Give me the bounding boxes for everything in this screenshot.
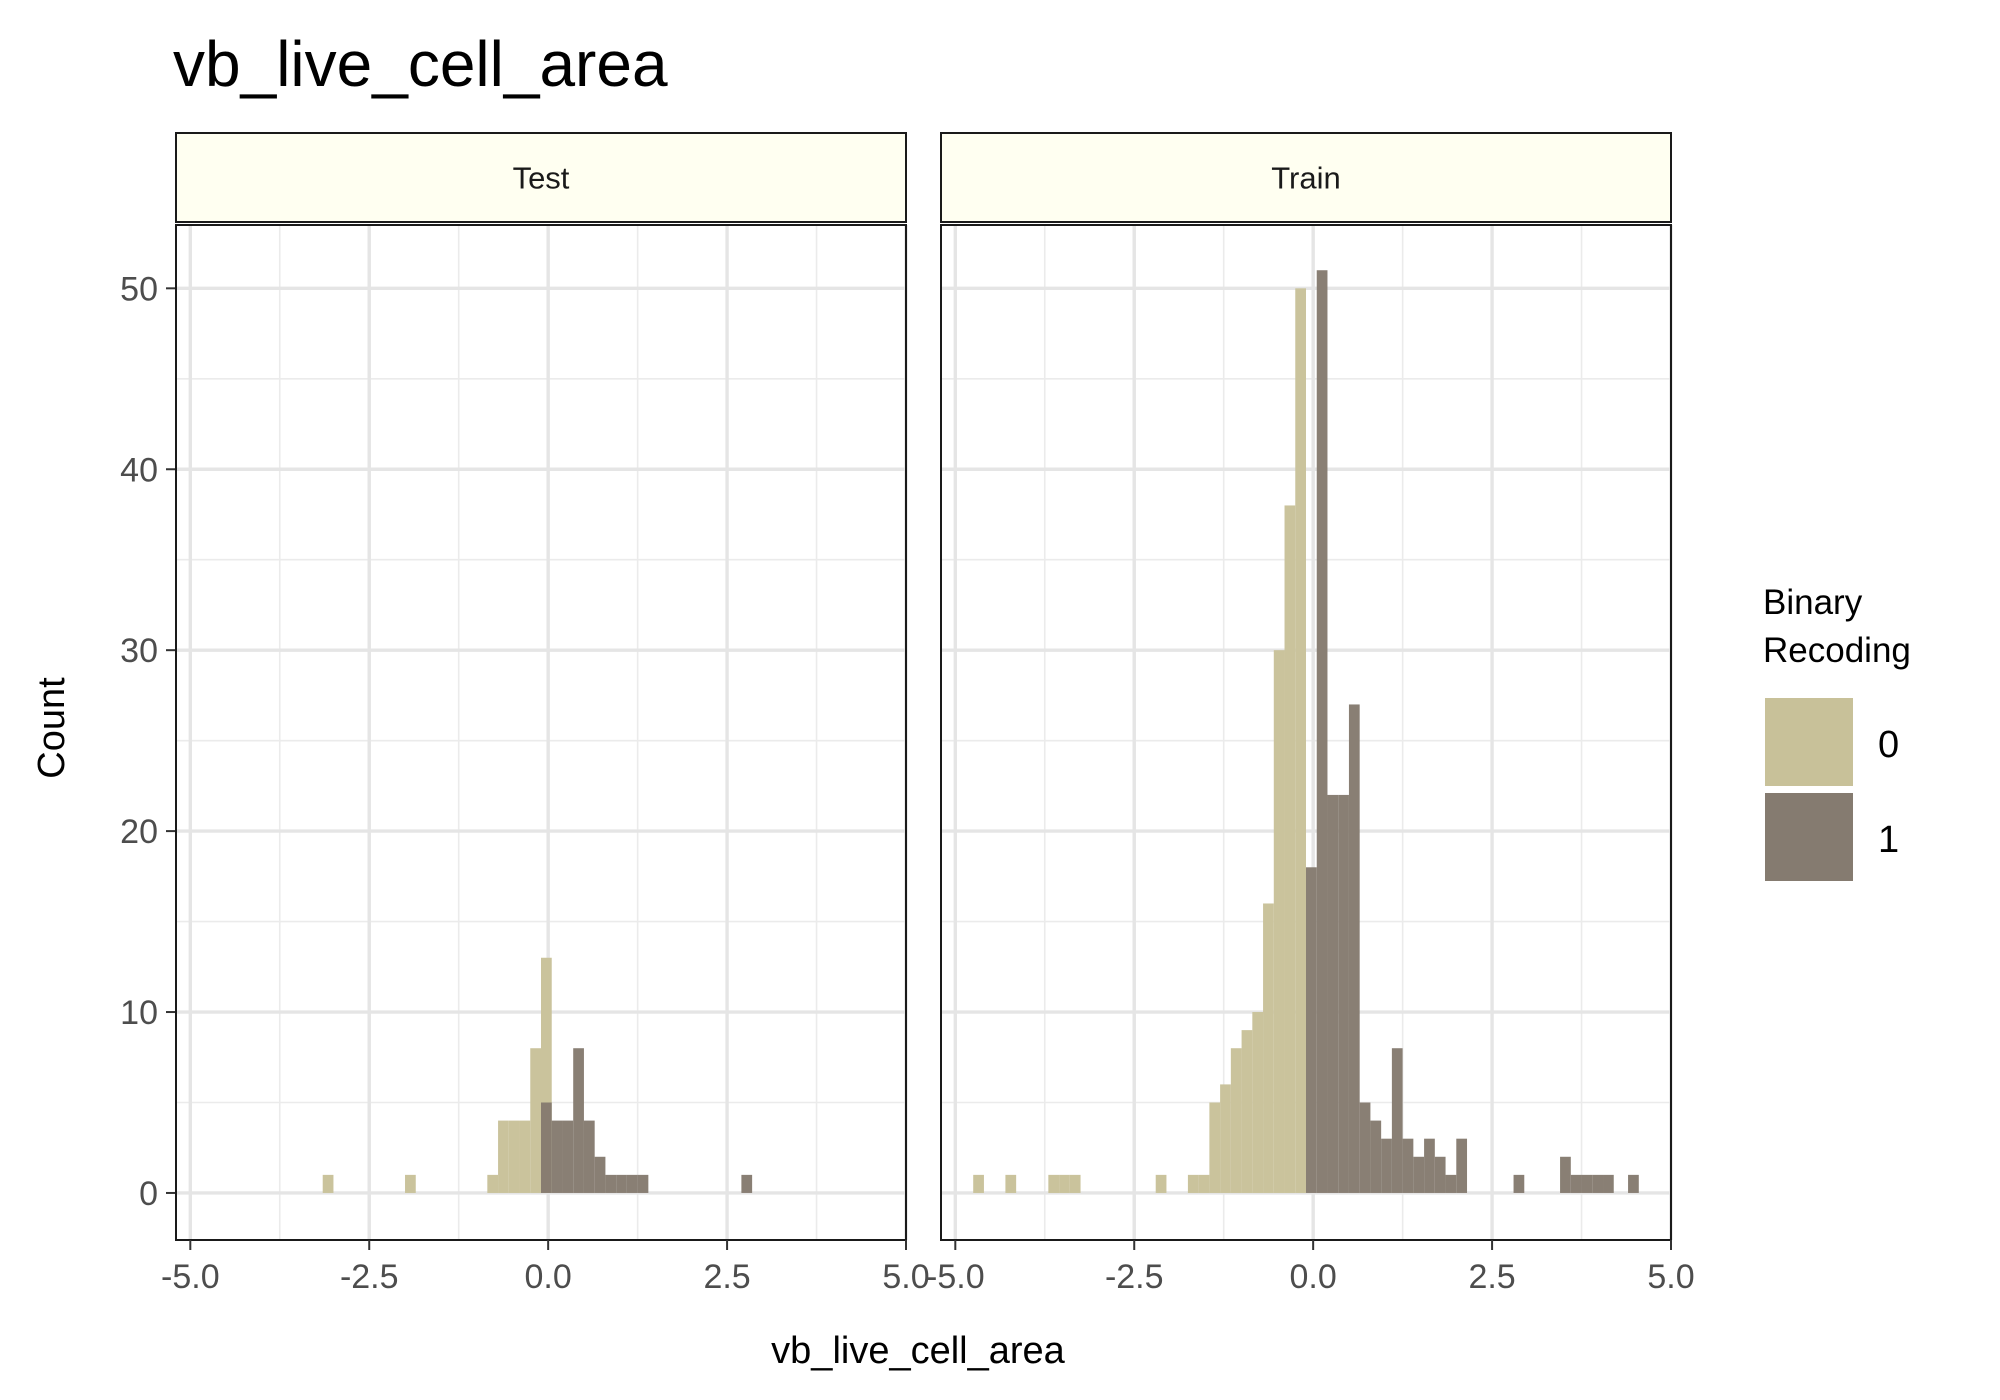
legend-label-1: 1 bbox=[1878, 819, 1899, 861]
histogram-bar-1 bbox=[1445, 1174, 1457, 1193]
histogram-bar-1 bbox=[1592, 1174, 1604, 1193]
histogram-bar-1 bbox=[1513, 1174, 1525, 1193]
y-tick-label: 30 bbox=[120, 632, 158, 670]
histogram-bar-1 bbox=[1628, 1174, 1639, 1193]
histogram-bar-1 bbox=[1560, 1156, 1571, 1193]
histogram-bar-0 bbox=[1220, 1084, 1231, 1193]
histogram-bar-1 bbox=[1413, 1156, 1425, 1193]
x-axis-title: vb_live_cell_area bbox=[771, 1330, 1065, 1372]
histogram-bar-0 bbox=[1048, 1174, 1060, 1193]
histogram-bar-0 bbox=[508, 1120, 520, 1193]
histogram-bar-1 bbox=[1316, 270, 1328, 1193]
chart-title: vb_live_cell_area bbox=[173, 28, 668, 100]
facet-panel-test: Test -5.0 -2.5 0.0 2.5 5.0 bbox=[161, 132, 930, 1296]
histogram-bar-1 bbox=[1402, 1138, 1414, 1193]
facet-panel-train: Train -5.0 -2.5 0.0 2.5 5.0 bbox=[926, 132, 1695, 1296]
histogram-bar-0 bbox=[1230, 1048, 1242, 1193]
histogram-bar-1 bbox=[1370, 1120, 1382, 1193]
histogram-bar-1 bbox=[616, 1174, 627, 1193]
histogram-bar-0 bbox=[1187, 1174, 1199, 1193]
histogram-bar-1 bbox=[1359, 1102, 1371, 1193]
x-tick-label: 2.5 bbox=[703, 1258, 750, 1296]
histogram-bar-1 bbox=[1570, 1174, 1582, 1193]
histogram-bar-1 bbox=[594, 1156, 606, 1193]
histogram-bar-0 bbox=[1155, 1174, 1167, 1193]
histogram-bar-1 bbox=[1603, 1174, 1614, 1193]
histogram-bar-1 bbox=[541, 1102, 552, 1193]
facet-strip-label: Test bbox=[513, 161, 570, 196]
histogram-bar-1 bbox=[605, 1174, 617, 1193]
y-tick-label: 50 bbox=[120, 270, 158, 308]
histogram-bar-0 bbox=[1069, 1174, 1081, 1193]
x-tick-label: -2.5 bbox=[1105, 1258, 1164, 1296]
x-tick-label: -2.5 bbox=[340, 1258, 399, 1296]
histogram-bar-1 bbox=[637, 1174, 649, 1193]
histogram-bar-1 bbox=[1381, 1138, 1392, 1193]
y-tick-label: 40 bbox=[120, 451, 158, 489]
y-tick-label: 20 bbox=[120, 813, 158, 851]
legend-key-0 bbox=[1765, 698, 1853, 786]
histogram-bar-1 bbox=[626, 1174, 638, 1193]
histogram-bar-1 bbox=[562, 1120, 574, 1193]
histogram-bar-0 bbox=[1198, 1174, 1210, 1193]
histogram-bar-0 bbox=[1241, 1030, 1253, 1193]
histogram-bar-1 bbox=[1424, 1138, 1435, 1193]
facet-strip-label: Train bbox=[1271, 161, 1340, 196]
histogram-bar-0 bbox=[1284, 505, 1296, 1193]
panel-border bbox=[940, 224, 1672, 1241]
histogram-bar-1 bbox=[741, 1174, 753, 1193]
histogram-bar-1 bbox=[551, 1120, 563, 1193]
histogram-bar-0 bbox=[1005, 1174, 1017, 1193]
x-tick-label: 5.0 bbox=[1647, 1258, 1694, 1296]
panel-border bbox=[175, 224, 907, 1241]
histogram-bar-0 bbox=[973, 1174, 984, 1193]
histogram-bar-0 bbox=[405, 1174, 416, 1193]
x-tick-label: 2.5 bbox=[1468, 1258, 1515, 1296]
y-axis-title: Count bbox=[31, 677, 73, 779]
x-tick-label: 0.0 bbox=[525, 1258, 572, 1296]
histogram-bar-0 bbox=[498, 1120, 509, 1193]
legend-label-0: 0 bbox=[1878, 724, 1899, 766]
histogram-bar-1 bbox=[1306, 867, 1317, 1193]
histogram-bar-1 bbox=[1348, 704, 1360, 1193]
histogram-bar-0 bbox=[1263, 903, 1274, 1193]
legend-key-1 bbox=[1765, 793, 1853, 881]
histogram-bar-0 bbox=[322, 1174, 334, 1193]
histogram-bar-0 bbox=[1209, 1102, 1221, 1193]
histogram-bar-0 bbox=[1252, 1012, 1264, 1193]
legend: Binary Recoding 0 1 bbox=[1763, 583, 1911, 881]
y-tick-label: 10 bbox=[120, 994, 158, 1032]
histogram-bar-1 bbox=[1391, 1048, 1403, 1193]
histogram-bar-1 bbox=[1434, 1156, 1446, 1193]
x-tick-label: 5.0 bbox=[882, 1258, 929, 1296]
histogram-bar-1 bbox=[1581, 1174, 1593, 1193]
histogram-bar-1 bbox=[583, 1120, 595, 1193]
histogram-bar-0 bbox=[1273, 650, 1285, 1193]
histogram-bar-1 bbox=[1338, 794, 1349, 1193]
histogram-bar-0 bbox=[1295, 288, 1306, 1193]
histogram-bar-1 bbox=[1327, 794, 1339, 1193]
facet-strip bbox=[940, 132, 1672, 223]
y-tick-label: 0 bbox=[139, 1175, 158, 1213]
histogram-bar-0 bbox=[530, 1048, 541, 1193]
histogram-bar-0 bbox=[519, 1120, 531, 1193]
x-tick-label: 0.0 bbox=[1290, 1258, 1337, 1296]
facet-strip bbox=[175, 132, 907, 223]
legend-title-line-2: Recoding bbox=[1763, 631, 1911, 670]
histogram-bar-1 bbox=[573, 1048, 584, 1193]
x-tick-label: -5.0 bbox=[161, 1258, 220, 1296]
legend-title-line-1: Binary bbox=[1763, 583, 1863, 622]
histogram-bar-0 bbox=[541, 957, 552, 1193]
histogram-bar-1 bbox=[1456, 1138, 1468, 1193]
facet-panels: 0 10 20 30 40 50 Test -5.0 -2.5 0.0 2.5 5.0 Train -5.… bbox=[120, 132, 1695, 1296]
histogram-bar-0 bbox=[1059, 1174, 1070, 1193]
x-tick-label: -5.0 bbox=[926, 1258, 985, 1296]
histogram-bar-0 bbox=[487, 1174, 499, 1193]
